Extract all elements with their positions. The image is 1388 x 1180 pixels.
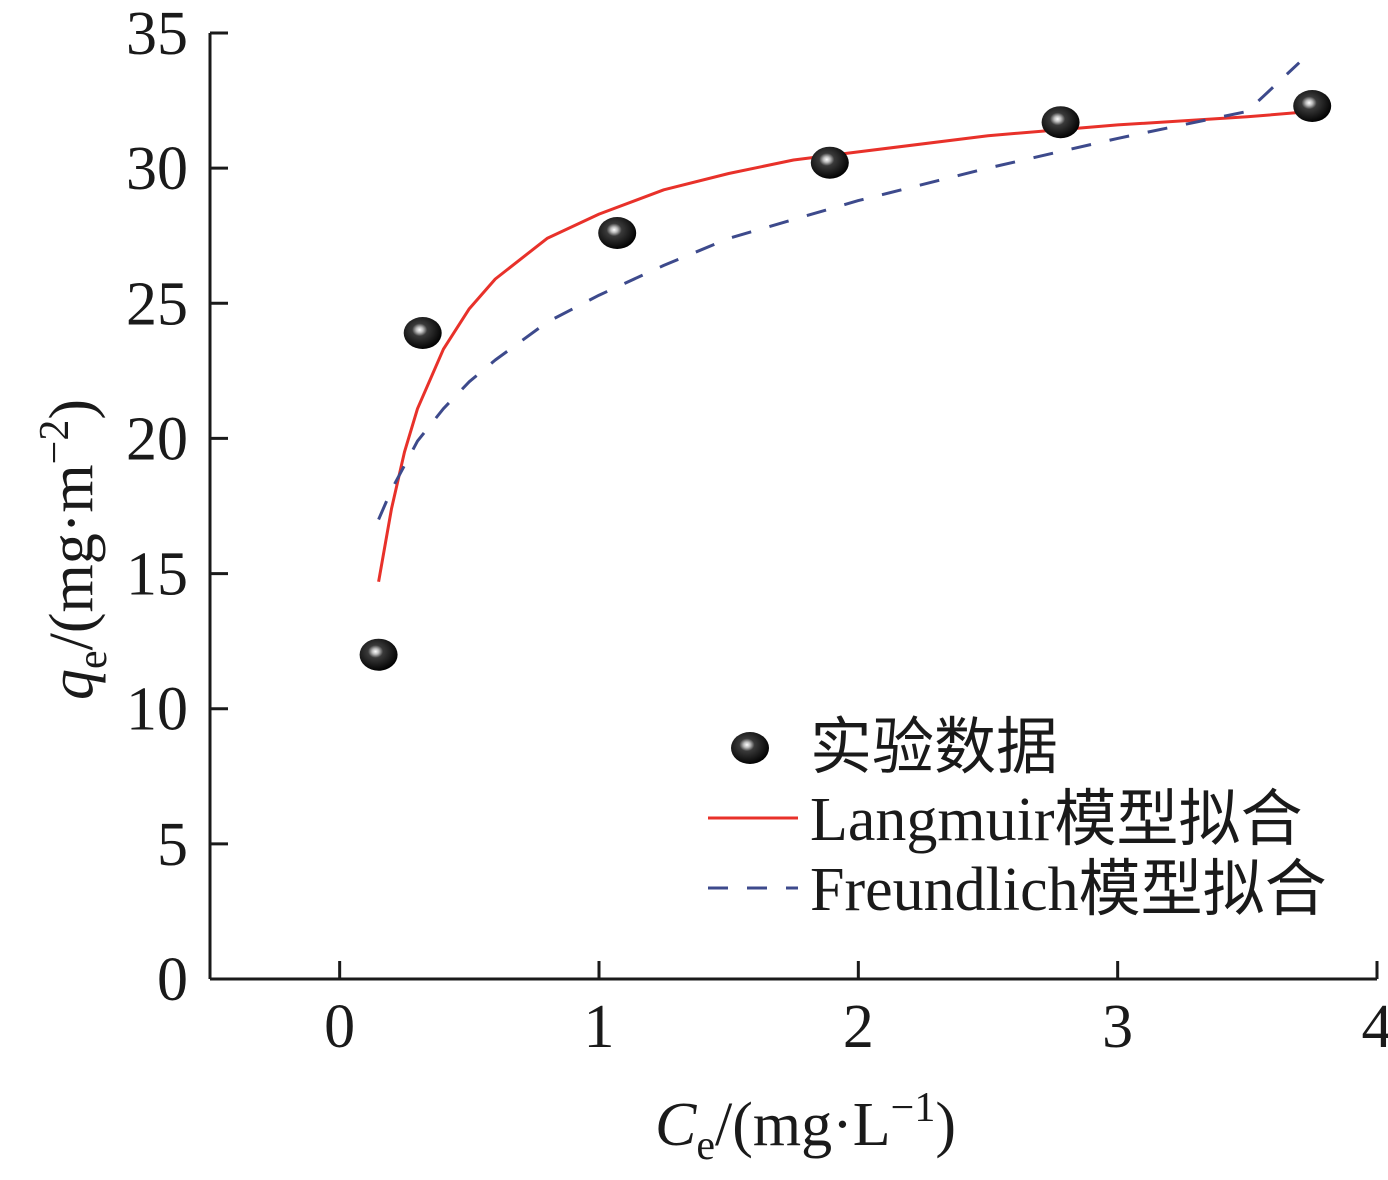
x-axis-title-sub: e	[696, 1123, 715, 1169]
y-axis-title: qe/(mg·m−2)	[32, 399, 116, 700]
legend-marker-ball	[731, 732, 769, 764]
y-axis-title-var: q	[38, 669, 106, 700]
y-tick-label: 35	[126, 0, 188, 68]
legend: 实验数据 Langmuir模型拟合 Freundlich模型拟合	[708, 714, 1327, 924]
x-axis-title-var: C	[655, 1091, 697, 1159]
x-axis-title: Ce/(mg·L−1)	[655, 1085, 956, 1169]
legend-label-langmuir: Langmuir模型拟合	[810, 786, 1303, 854]
legend-item-langmuir: Langmuir模型拟合	[708, 786, 1303, 854]
y-axis-title-exp: −2	[32, 420, 78, 465]
legend-item-freundlich: Freundlich模型拟合	[708, 856, 1327, 924]
y-ticks: 0 5 10 15 20 25 30 35	[126, 0, 228, 1014]
data-point	[1041, 106, 1080, 139]
y-tick-label: 10	[126, 676, 188, 744]
y-axis-title-sub: e	[70, 650, 116, 669]
x-tick-label: 0	[324, 993, 355, 1061]
y-tick-label: 15	[126, 541, 188, 609]
x-axis-title-close: )	[935, 1091, 956, 1159]
data-point	[598, 217, 637, 249]
x-axis-title-exp: −1	[891, 1085, 936, 1131]
data-point	[1293, 90, 1332, 122]
x-tick-label: 4	[1362, 993, 1388, 1061]
data-point	[359, 638, 398, 671]
x-axis-title-unit: /(mg·L	[715, 1091, 891, 1159]
series-layer	[359, 61, 1332, 671]
y-tick-label: 5	[157, 811, 188, 879]
y-axis-title-close: )	[38, 399, 106, 420]
legend-label-experimental: 实验数据	[810, 714, 1058, 782]
y-tick-label: 30	[126, 135, 188, 203]
y-tick-label: 20	[126, 405, 188, 473]
y-axis-title-unit: /(mg·m	[38, 464, 106, 650]
plot-area: 0 5 10 15 20 25 30 35 0 1 2 3 4	[126, 0, 1388, 1061]
langmuir-fit-line	[377, 109, 1313, 582]
x-tick-label: 2	[843, 993, 874, 1061]
data-point	[403, 317, 442, 349]
legend-item-experimental: 实验数据	[731, 714, 1058, 782]
x-ticks: 0 1 2 3 4	[324, 961, 1388, 1061]
freundlich-fit-line	[377, 61, 1301, 521]
y-tick-label: 25	[126, 270, 188, 338]
legend-label-freundlich: Freundlich模型拟合	[810, 856, 1327, 924]
data-point	[810, 146, 849, 179]
x-tick-label: 1	[584, 993, 615, 1061]
y-tick-label: 0	[157, 946, 188, 1014]
x-tick-label: 3	[1102, 993, 1133, 1061]
